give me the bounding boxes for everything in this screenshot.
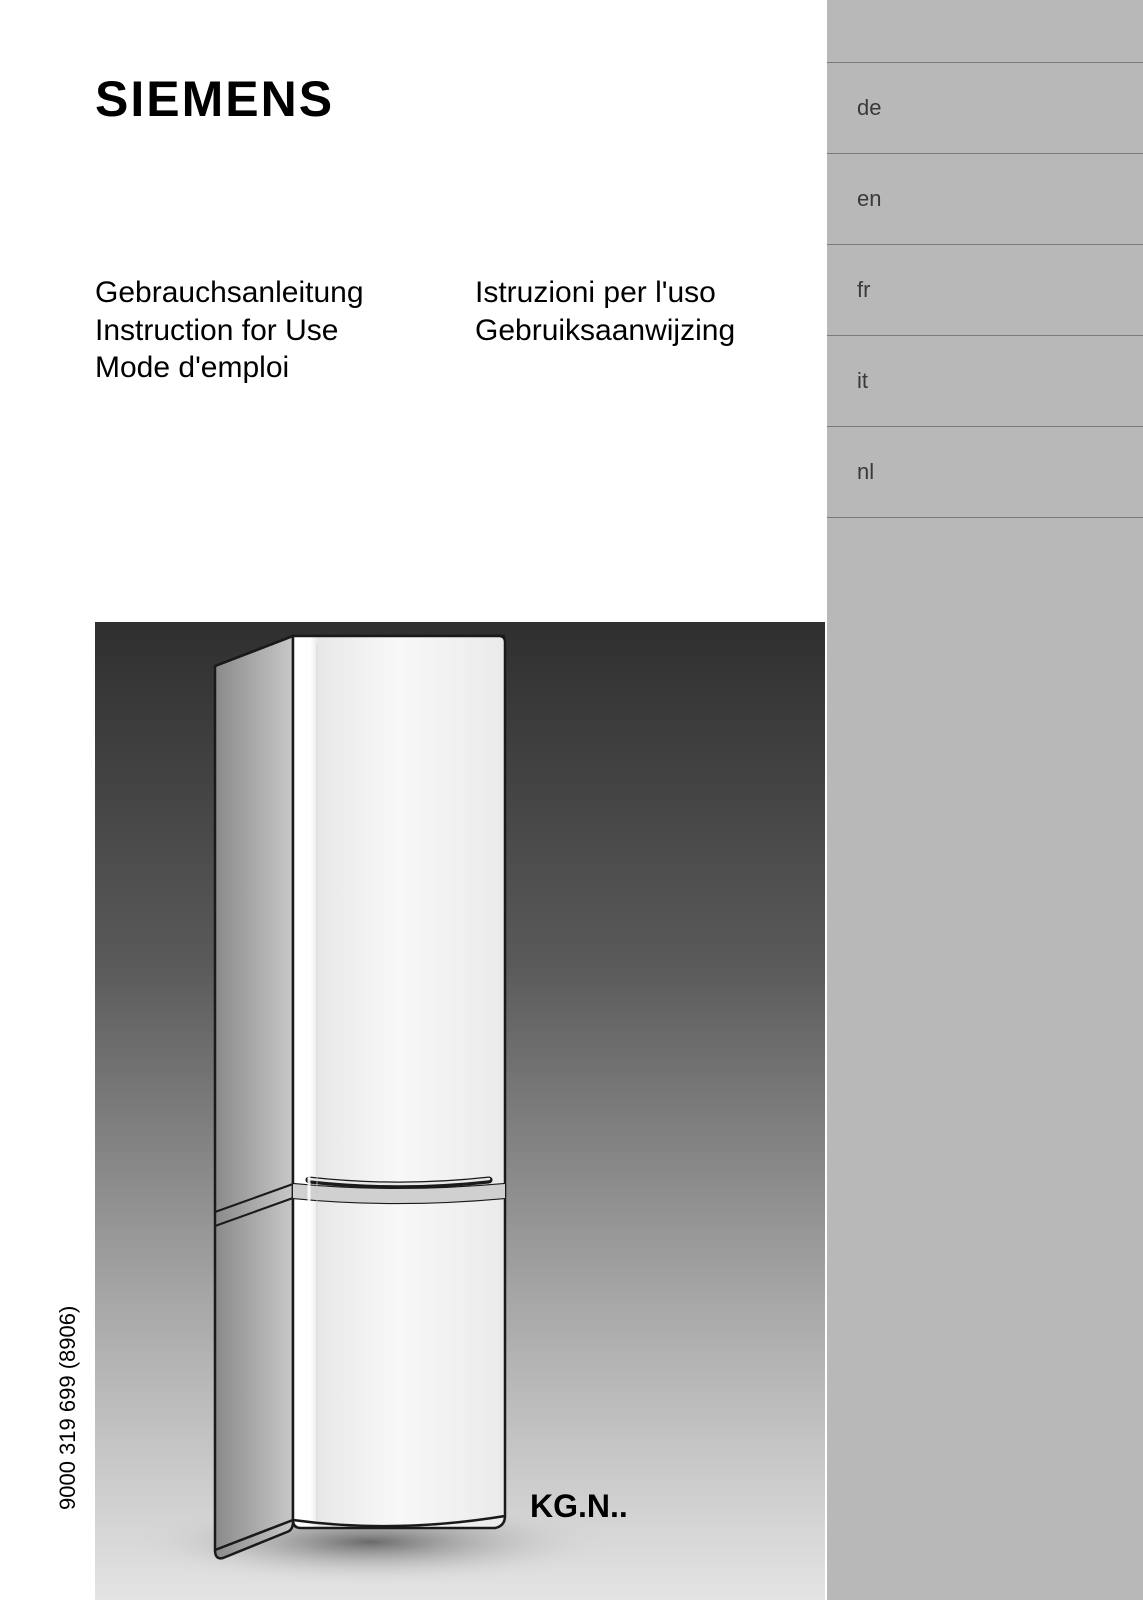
title-column-left: Gebrauchsanleitung Instruction for Use M… — [95, 274, 435, 387]
lang-tab-fr[interactable]: fr — [827, 245, 1143, 336]
fridge-illustration — [95, 622, 825, 1600]
title-en: Instruction for Use — [95, 312, 435, 350]
lang-tab-en[interactable]: en — [827, 154, 1143, 245]
model-code: KG.N.. — [530, 1488, 628, 1525]
brand-logo: SIEMENS — [95, 70, 334, 128]
title-block: Gebrauchsanleitung Instruction for Use M… — [95, 274, 795, 387]
title-column-right: Istruzioni per l'uso Gebruiksaanwijzing — [475, 274, 795, 387]
lang-tab-nl[interactable]: nl — [827, 427, 1143, 518]
title-de: Gebrauchsanleitung — [95, 274, 435, 312]
title-nl: Gebruiksaanwijzing — [475, 312, 795, 350]
title-fr: Mode d'emploi — [95, 349, 435, 387]
title-it: Istruzioni per l'uso — [475, 274, 795, 312]
language-strip: de en fr it nl — [827, 0, 1143, 1600]
document-number: 9000 319 699 (8906) — [55, 1306, 81, 1510]
product-illustration-panel — [95, 622, 825, 1600]
lang-tab-it[interactable]: it — [827, 336, 1143, 427]
language-tabs: de en fr it nl — [827, 62, 1143, 518]
lang-tab-de[interactable]: de — [827, 63, 1143, 154]
